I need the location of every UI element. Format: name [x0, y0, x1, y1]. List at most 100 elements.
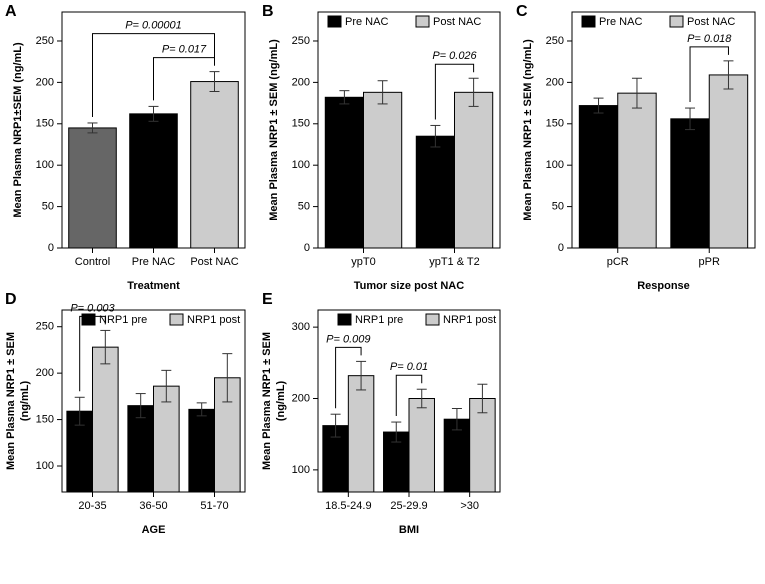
bar: [408, 398, 435, 493]
panel-letter: B: [262, 3, 274, 20]
y-tick-label: 250: [36, 321, 54, 333]
y-tick-label: 200: [292, 392, 310, 404]
x-tick-label: ypT0: [351, 256, 375, 268]
bar: [190, 81, 239, 249]
y-tick-label: 50: [42, 201, 54, 213]
legend-swatch: [327, 15, 342, 28]
y-tick-label: 250: [292, 35, 310, 47]
y-tick-label: 100: [546, 159, 564, 171]
p-value: P= 0.003: [70, 302, 115, 314]
y-axis-label: Mean Plasma NRP1 ± SEM: [5, 332, 17, 470]
panel: A 0 50 100 150 200 250 Mean Plasma NRP1±SEM (ng…: [5, 3, 246, 292]
x-tick-label: Control: [75, 256, 110, 268]
legend-label: NRP1 pre: [355, 314, 403, 326]
y-tick-label: 100: [292, 159, 310, 171]
legend-label: NRP1 post: [187, 314, 240, 326]
bar: [92, 346, 119, 493]
x-tick-label: >30: [460, 500, 479, 512]
bar: [454, 91, 494, 249]
panel: B 0 50 100 150 200 250 Mean Plasma NRP1 ± SEM (…: [262, 3, 501, 292]
panel-letter: C: [516, 3, 528, 20]
panel-letter: E: [262, 291, 273, 308]
bar: [469, 398, 496, 493]
y-tick-label: 150: [546, 118, 564, 130]
bar: [324, 96, 364, 249]
legend-swatch: [337, 313, 352, 326]
x-tick-label: Post NAC: [190, 256, 238, 268]
x-tick-label: pPR: [699, 256, 720, 268]
bar: [188, 408, 216, 493]
x-tick-label: 51-70: [200, 500, 228, 512]
bar: [670, 118, 710, 249]
legend-swatch: [169, 313, 184, 326]
p-value: P= 0.018: [687, 33, 732, 45]
bar: [708, 74, 749, 249]
y-axis-label: Mean Plasma NRP1 ± SEM (ng/mL): [268, 39, 280, 221]
legend-swatch: [425, 313, 440, 326]
x-axis-label: BMI: [399, 524, 419, 536]
y-tick-label: 250: [546, 35, 564, 47]
bar: [347, 375, 375, 493]
x-axis-label: Treatment: [127, 280, 180, 292]
y-tick-label: 0: [48, 242, 54, 254]
legend-label: Post NAC: [687, 16, 735, 28]
y-axis-label: Mean Plasma NRP1±SEM (ng/mL): [12, 42, 24, 218]
bar: [617, 92, 657, 249]
plot-frame: [317, 11, 501, 249]
bar: [153, 385, 180, 493]
panel-letter: D: [5, 291, 17, 308]
x-tick-label: 18.5-24.9: [325, 500, 371, 512]
x-tick-label: 20-35: [78, 500, 106, 512]
x-tick-label: 25-29.9: [390, 500, 427, 512]
x-tick-label: Pre NAC: [132, 256, 175, 268]
x-axis-label: Response: [637, 280, 690, 292]
bar: [363, 91, 403, 249]
legend-label: Pre NAC: [345, 16, 388, 28]
significance-bracket: [434, 63, 475, 120]
y-tick-label: 250: [36, 35, 54, 47]
y-tick-label: 150: [36, 118, 54, 130]
p-value: P= 0.01: [390, 361, 428, 373]
y-tick-label: 200: [36, 76, 54, 88]
x-axis-label: AGE: [142, 524, 166, 536]
legend-swatch: [669, 15, 684, 28]
panel: C 0 50 100 150 200 250 Mean Plasma NRP1 ± SEM (…: [516, 3, 756, 292]
bar: [68, 127, 117, 249]
y-tick-label: 50: [552, 201, 564, 213]
y-tick-label: 150: [292, 118, 310, 130]
legend-label: NRP1 post: [443, 314, 496, 326]
p-value: P= 0.009: [326, 333, 370, 345]
y-axis-label: (ng/mL): [19, 381, 31, 422]
y-tick-label: 0: [558, 242, 564, 254]
legend-swatch: [415, 15, 430, 28]
bar: [415, 135, 455, 249]
p-value: P= 0.026: [432, 50, 477, 62]
y-tick-label: 200: [546, 76, 564, 88]
significance-bracket: [335, 346, 362, 409]
panel-letter: A: [5, 3, 17, 20]
plot-frame: [571, 11, 756, 249]
legend-label: Post NAC: [433, 16, 481, 28]
x-axis-label: Tumor size post NAC: [354, 280, 464, 292]
y-tick-label: 150: [36, 413, 54, 425]
y-axis-label: Mean Plasma NRP1 ± SEM: [261, 332, 273, 470]
significance-bracket: [92, 33, 215, 117]
x-tick-label: pCR: [607, 256, 629, 268]
significance-bracket: [689, 46, 729, 103]
legend-swatch: [81, 313, 96, 326]
y-tick-label: 200: [292, 76, 310, 88]
y-tick-label: 300: [292, 321, 310, 333]
significance-bracket: [79, 315, 106, 392]
bar: [129, 113, 178, 249]
x-tick-label: ypT1 & T2: [429, 256, 480, 268]
y-tick-label: 200: [36, 367, 54, 379]
legend-label: Pre NAC: [599, 16, 642, 28]
y-tick-label: 100: [36, 159, 54, 171]
y-tick-label: 100: [36, 460, 54, 472]
significance-bracket: [395, 374, 423, 417]
y-tick-label: 0: [304, 242, 310, 254]
x-tick-label: 36-50: [139, 500, 167, 512]
panel: E 100 200 300 Mean Plasma NRP1 ± SEM (ng/mL) B…: [261, 291, 501, 536]
y-tick-label: 100: [292, 464, 310, 476]
